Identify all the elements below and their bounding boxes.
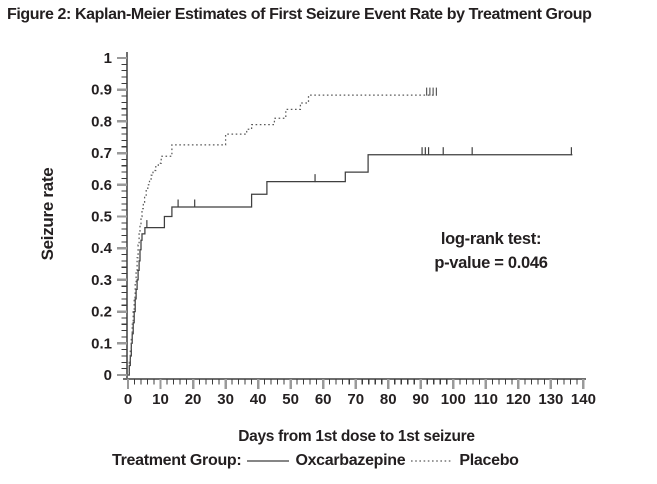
log-rank-annotation: log-rank test: p-value = 0.046 [413,227,569,275]
y-tick-label: 1 [104,50,112,67]
x-tick-label: 110 [474,391,498,408]
legend-item-oxcarbazepine: Oxcarbazepine [295,452,406,469]
x-tick-label: 100 [441,391,466,408]
x-axis-label: Days from 1st dose to 1st seizure [238,428,475,445]
x-tick-label: 90 [412,391,429,408]
x-tick-label: 140 [571,391,596,408]
x-tick-label: 80 [380,391,397,408]
y-tick-label: 0.8 [91,113,112,130]
x-tick-label: 10 [152,391,169,408]
y-tick-label: 0.7 [91,145,112,162]
x-tick-label: 70 [347,391,364,408]
legend-dotted-line-sample [411,460,454,462]
x-tick-label: 20 [185,391,202,408]
x-tick-label: 0 [124,391,132,408]
legend-prefix: Treatment Group: [112,452,242,469]
legend-item-placebo: Placebo [459,452,519,469]
y-tick-label: 0.6 [91,177,112,194]
y-tick-label: 0.9 [91,82,112,99]
x-tick-label: 40 [250,391,267,408]
y-tick-label: 0.3 [91,272,112,289]
series-group [128,87,573,376]
legend: Treatment Group: Oxcarbazepine Placebo [112,452,519,470]
series-curve-placebo [128,94,437,376]
y-tick-label: 0.5 [91,209,112,226]
x-tick-label: 60 [315,391,332,408]
annotation-line-2: p-value = 0.046 [434,254,548,272]
figure-title: Figure 2: Kaplan-Meier Estimates of Firs… [7,6,592,23]
series-curve-oxcarbazepine [128,154,573,376]
y-axis: 0 0.1 0.2 0.3 0.4 0.5 0.6 0.7 0.8 0.9 1 [91,50,128,384]
y-tick-label: 0 [104,367,112,384]
x-tick-label: 30 [217,391,234,408]
y-tick-label: 0.2 [91,304,112,321]
x-tick-label: 120 [506,391,531,408]
annotation-line-1: log-rank test: [440,230,542,248]
x-tick-label: 130 [538,391,563,408]
x-tick-label: 50 [282,391,299,408]
y-tick-label: 0.1 [91,335,112,352]
legend-solid-line-sample [247,460,290,462]
x-axis: 0 10 20 30 40 50 60 70 80 90 100 110 120 130 140 [123,378,596,408]
y-tick-label: 0.4 [91,240,113,257]
